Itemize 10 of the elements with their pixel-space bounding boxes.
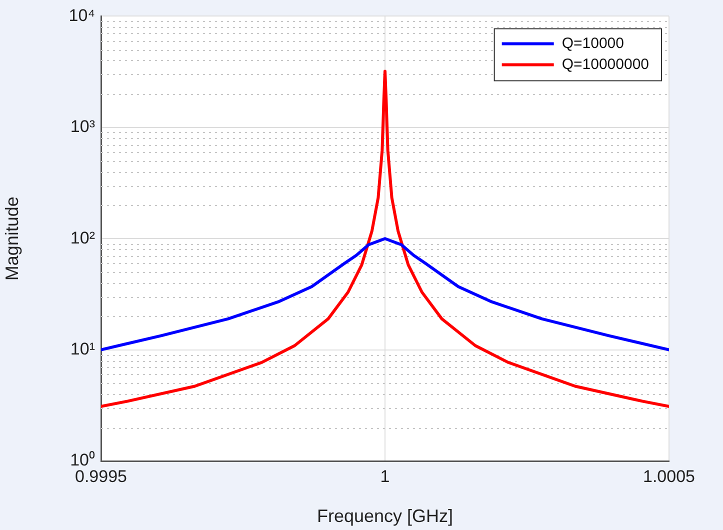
- y-tick-label: 10²: [70, 228, 96, 248]
- x-tick-label: 1.0005: [643, 466, 695, 486]
- x-tick-label: 1: [380, 466, 390, 486]
- y-axis-title: Magnitude: [2, 196, 22, 281]
- legend-label: Q=10000: [562, 34, 624, 52]
- x-axis-title: Frequency [GHz]: [316, 506, 454, 526]
- y-tick-label: 10³: [70, 117, 96, 136]
- y-tick-label: 10¹: [70, 339, 96, 358]
- y-tick-label: 10⁴: [68, 6, 95, 25]
- legend-label: Q=10000000: [562, 56, 650, 73]
